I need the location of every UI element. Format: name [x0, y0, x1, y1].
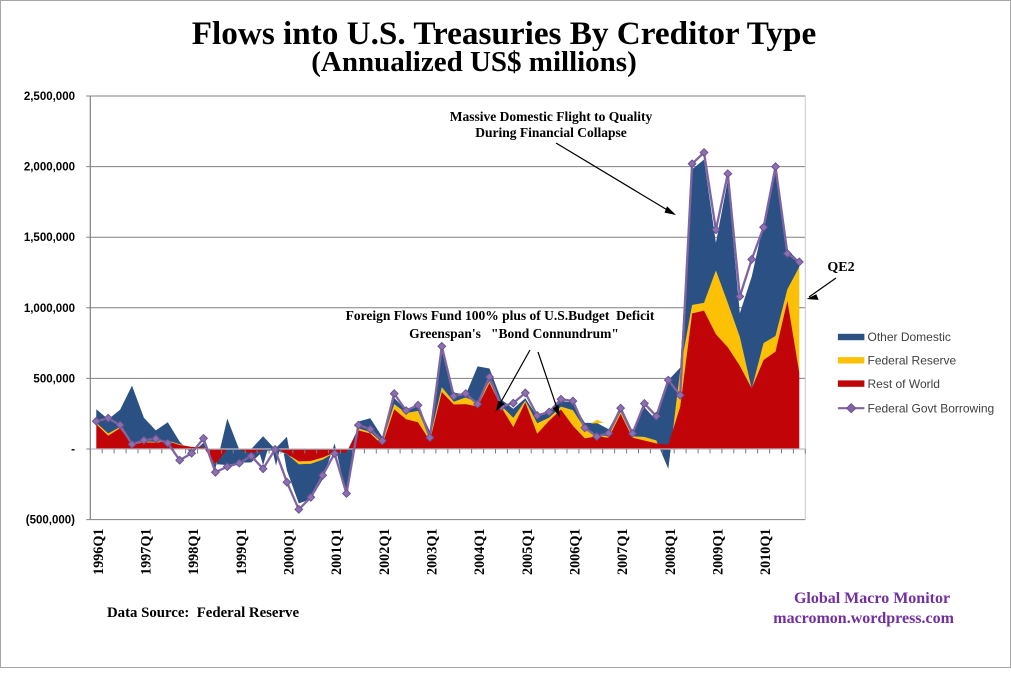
svg-text:2007Q1: 2007Q1 — [615, 528, 631, 575]
svg-text:2009Q1: 2009Q1 — [710, 528, 726, 575]
svg-text:2004Q1: 2004Q1 — [472, 528, 488, 575]
svg-text:2003Q1: 2003Q1 — [424, 528, 440, 575]
svg-text:1997Q1: 1997Q1 — [138, 528, 154, 575]
svg-text:1999Q1: 1999Q1 — [234, 528, 250, 575]
svg-text:(500,000): (500,000) — [26, 515, 75, 527]
svg-text:2008Q1: 2008Q1 — [663, 528, 679, 575]
svg-text:2001Q1: 2001Q1 — [329, 528, 345, 575]
svg-text:(Annualized US$ millions): (Annualized US$ millions) — [311, 46, 637, 78]
svg-text:1,000,000: 1,000,000 — [24, 303, 75, 315]
svg-text:Flows into U.S. Treasuries By: Flows into U.S. Treasuries By Creditor T… — [192, 15, 816, 52]
svg-text:500,000: 500,000 — [33, 373, 75, 385]
svg-text:Rest of World: Rest of World — [868, 377, 940, 391]
svg-text:2,000,000: 2,000,000 — [24, 162, 75, 174]
svg-text:Foreign Flows Fund 100% plus o: Foreign Flows Fund 100% plus of U.S.Budg… — [346, 308, 655, 323]
svg-text:Data Source: Federal Reserve: Data Source: Federal Reserve — [107, 605, 299, 621]
svg-text:-: - — [71, 444, 75, 456]
svg-text:During Financial Collapse: During Financial Collapse — [475, 125, 627, 140]
svg-text:Other Domestic: Other Domestic — [868, 330, 951, 344]
svg-text:Massive Domestic Flight to Qua: Massive Domestic Flight to Quality — [450, 109, 653, 124]
svg-text:2005Q1: 2005Q1 — [520, 528, 536, 575]
svg-text:Greenspan's "Bond Connundrum: Greenspan's "Bond Connundrum" — [409, 326, 619, 341]
svg-text:2002Q1: 2002Q1 — [377, 528, 393, 575]
svg-text:Global Macro Monitor: Global Macro Monitor — [794, 590, 950, 607]
svg-text:2000Q1: 2000Q1 — [281, 528, 297, 575]
svg-text:1,500,000: 1,500,000 — [24, 232, 75, 244]
svg-text:Federal Govt Borrowing: Federal Govt Borrowing — [868, 401, 995, 415]
svg-text:1996Q1: 1996Q1 — [91, 528, 107, 575]
svg-text:2010Q1: 2010Q1 — [758, 528, 774, 575]
svg-text:2006Q1: 2006Q1 — [567, 528, 583, 575]
svg-text:Federal Reserve: Federal Reserve — [868, 354, 957, 368]
svg-text:QE2: QE2 — [827, 260, 854, 275]
svg-text:1998Q1: 1998Q1 — [186, 528, 202, 575]
svg-text:macromon.wordpress.com: macromon.wordpress.com — [773, 610, 954, 627]
svg-text:2,500,000: 2,500,000 — [24, 91, 75, 103]
